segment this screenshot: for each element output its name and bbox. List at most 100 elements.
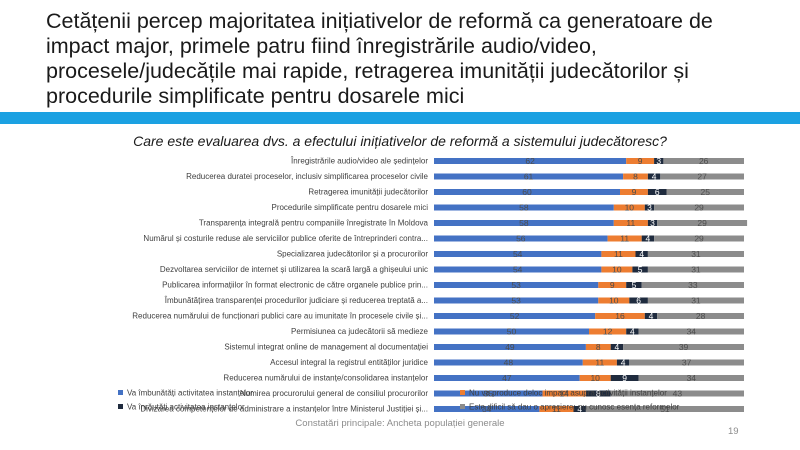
bar-segment (434, 173, 624, 180)
bar-segment (641, 282, 744, 288)
bar-segment (647, 297, 744, 304)
data-label: 4 (639, 249, 644, 259)
data-label: 6 (636, 296, 641, 306)
data-label: 4 (630, 327, 635, 337)
category-label: Îmbunătățirea transparenței procedurilor… (164, 296, 428, 305)
data-label: 4 (615, 342, 620, 352)
category-label: Sistemul integrat online de management a… (224, 343, 428, 352)
bar-segment (647, 189, 667, 195)
data-label: 8 (596, 342, 601, 352)
data-label: 29 (694, 203, 704, 213)
data-label: 35 (484, 389, 494, 399)
bar-segment (641, 235, 655, 242)
category-label: Numărul și costurile reduse ale servicii… (143, 234, 428, 243)
bar-segment (610, 375, 639, 381)
data-label: 11 (614, 249, 623, 259)
data-label: 3 (647, 203, 652, 213)
bar-segment (542, 390, 586, 397)
bar-segment (638, 328, 744, 335)
data-label: 52 (510, 311, 520, 321)
bar-segment (632, 266, 648, 273)
bar-segment (434, 390, 543, 397)
bar-segment (434, 328, 589, 335)
data-label: 9 (622, 373, 627, 383)
bar-segment (539, 406, 574, 412)
category-label: Publicarea informațiilor în format elect… (162, 281, 428, 290)
data-label: 3 (656, 156, 661, 166)
bar-segment (644, 313, 658, 319)
legend-label: Este dificil să dau o apreciere; nu cuno… (469, 403, 680, 412)
data-label: 4 (621, 358, 626, 368)
bar-segment (635, 251, 648, 257)
page-number: 19 (728, 426, 739, 437)
bar-segment (660, 173, 744, 180)
bar-segment (620, 189, 648, 195)
category-label: Divizarea competențelor de administrare … (140, 405, 428, 414)
data-label: 27 (697, 172, 707, 182)
bar-segment (434, 204, 614, 211)
data-label: 3 (650, 218, 655, 228)
legend-label: Va înrăutăți activitatea instanțelor (127, 403, 245, 412)
category-label: Procedurile simplificate pentru dosarele… (271, 203, 428, 212)
bar-segment (589, 328, 627, 335)
bar-segment (434, 251, 602, 257)
bar-segment (654, 204, 744, 211)
bar-segment (434, 344, 586, 350)
data-label: 31 (691, 249, 701, 259)
data-label: 58 (519, 218, 529, 228)
legend-swatch (118, 404, 123, 409)
category-label: Accesul integral la registrul entitățilo… (270, 358, 428, 367)
data-label: 11 (626, 218, 635, 228)
category-label: Retragerea imunității judecătorilor (308, 188, 428, 197)
bar-segment (613, 220, 648, 226)
bar-segment (610, 390, 744, 397)
data-label: 34 (482, 404, 492, 414)
bar-segment (434, 297, 599, 304)
category-label: Specializarea judecătorilor și a procuro… (277, 250, 429, 259)
footer-source: Constatări principale: Ancheta populație… (295, 418, 505, 429)
category-label: Transparența integrală pentru companiile… (199, 219, 429, 228)
legend-swatch (460, 404, 465, 409)
data-label: 11 (620, 234, 629, 244)
bar-segment (623, 173, 648, 180)
data-label: 29 (694, 234, 704, 244)
bar-segment (644, 204, 655, 211)
data-label: 5 (638, 265, 643, 275)
bar-segment (616, 359, 630, 366)
chart-question: Care este evaluarea dvs. a efectului ini… (133, 133, 667, 149)
bar-segment (434, 189, 620, 195)
data-label: 4 (646, 234, 651, 244)
bar-segment (434, 220, 614, 226)
data-label: 6 (655, 187, 660, 197)
bar-segment (657, 220, 748, 226)
bar-segment (434, 282, 599, 288)
legend-swatch (118, 390, 123, 395)
bar-segment (582, 359, 617, 366)
bar-segment (601, 251, 636, 257)
bar-segment (623, 344, 744, 350)
bar-segment (629, 359, 744, 366)
data-label: 34 (687, 327, 697, 337)
data-label: 10 (609, 296, 619, 306)
data-label: 8 (633, 172, 638, 182)
bar-segment (647, 251, 744, 257)
data-label: 53 (511, 296, 521, 306)
data-label: 9 (638, 156, 643, 166)
accent-bar (0, 112, 800, 124)
bar-segment (626, 282, 642, 288)
category-label: Reducerea numărului de funcționari publi… (132, 312, 428, 321)
bar-segment (666, 189, 744, 195)
bar-segment (647, 266, 744, 273)
bar-segment (434, 235, 608, 242)
bar-segment (607, 235, 642, 242)
bar-segment (585, 390, 611, 397)
bar-segment (573, 406, 586, 412)
bar-segment (585, 344, 611, 350)
bar-segment (598, 297, 630, 304)
data-label: 29 (697, 218, 707, 228)
category-label: Permisiunea ca judecătorii să medieze (291, 327, 429, 336)
data-label: 5 (632, 280, 637, 290)
legend-label: Nu va produce deloc impact asupra activi… (469, 389, 667, 398)
bar-segment (647, 220, 658, 226)
bar-segment (585, 406, 744, 412)
